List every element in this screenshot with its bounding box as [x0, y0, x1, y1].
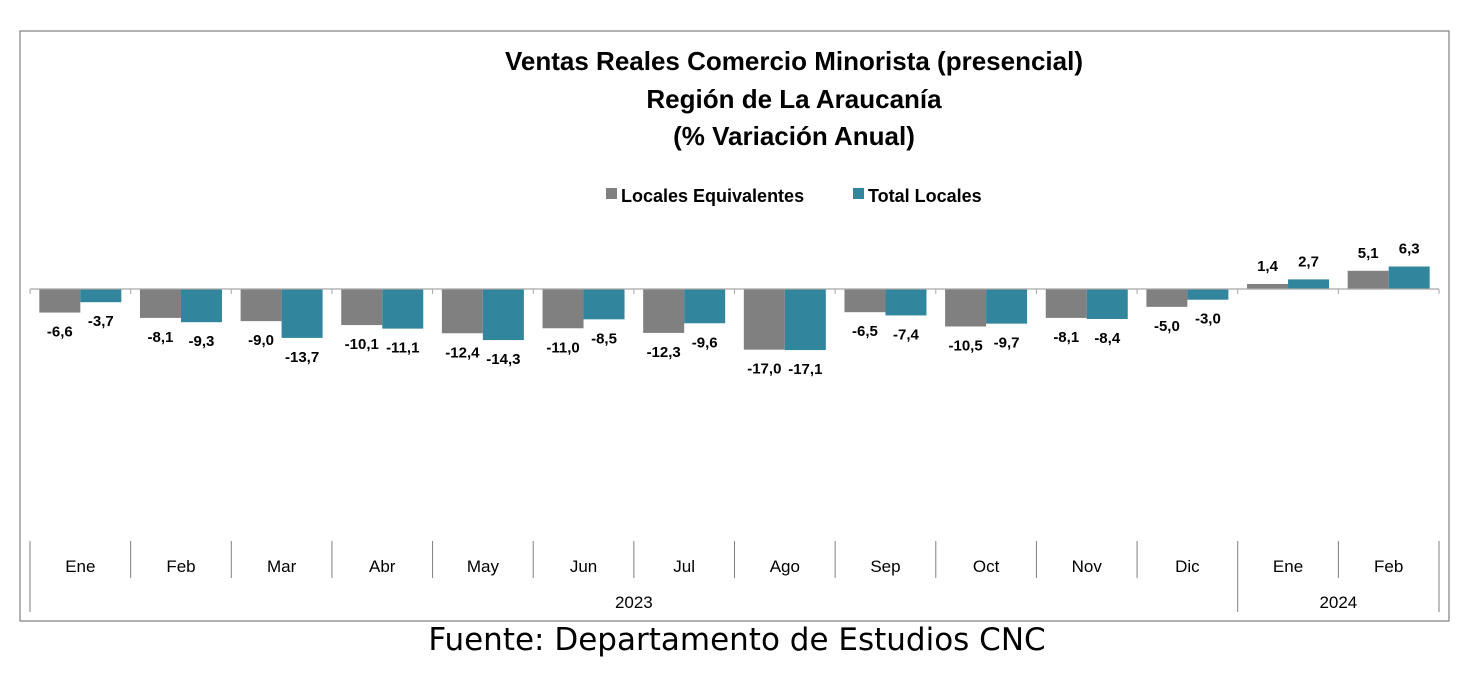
year-label-2024: 2024: [1319, 593, 1357, 612]
value-label-total-locales-13: 6,3: [1399, 241, 1420, 258]
bar-locales-equivalentes-1: [139, 289, 181, 318]
chart-title-line-3: (% Variación Anual): [673, 121, 915, 151]
bar-locales-equivalentes-13: [1347, 270, 1389, 289]
value-label-locales-equivalentes-12: 1,4: [1257, 258, 1279, 275]
month-label-7: Ago: [770, 557, 800, 576]
value-label-locales-equivalentes-0: -6,6: [47, 324, 73, 341]
bar-total-locales-9: [986, 289, 1028, 324]
month-label-10: Nov: [1072, 557, 1103, 576]
value-label-locales-equivalentes-6: -12,3: [647, 344, 681, 361]
bar-total-locales-7: [784, 289, 826, 351]
month-label-2: Mar: [267, 557, 297, 576]
bar-total-locales-4: [482, 289, 524, 341]
legend: Locales Equivalentes Total Locales: [606, 186, 982, 206]
month-label-4: May: [467, 557, 500, 576]
bar-locales-equivalentes-9: [945, 289, 987, 327]
legend-label-total-locales: Total Locales: [868, 186, 982, 206]
legend-swatch-locales-equivalentes: [606, 188, 617, 199]
source-note: Fuente: Departamento de Estudios CNC: [428, 622, 1046, 658]
value-label-locales-equivalentes-11: -5,0: [1154, 318, 1180, 335]
value-label-locales-equivalentes-2: -9,0: [248, 332, 274, 349]
bar-locales-equivalentes-11: [1146, 289, 1188, 307]
bar-total-locales-2: [281, 289, 323, 338]
month-label-13: Feb: [1374, 557, 1403, 576]
month-label-11: Dic: [1175, 557, 1200, 576]
value-label-total-locales-3: -11,1: [386, 340, 419, 357]
legend-label-locales-equivalentes: Locales Equivalentes: [621, 186, 804, 206]
month-label-8: Sep: [870, 557, 900, 576]
bar-locales-equivalentes-10: [1045, 289, 1087, 318]
value-label-total-locales-11: -3,0: [1195, 311, 1221, 328]
value-label-total-locales-5: -8,5: [591, 330, 617, 347]
value-label-total-locales-0: -3,7: [88, 313, 114, 330]
value-label-total-locales-7: -17,1: [788, 361, 822, 378]
bar-total-locales-0: [80, 289, 122, 303]
legend-swatch-total-locales: [853, 188, 864, 199]
bar-total-locales-13: [1388, 266, 1430, 289]
data-labels-layer: -6,6 -3,7 -8,1 -9,3 -9,0 -13,7 -10,1 -11,1 -12,4…: [47, 241, 1420, 379]
value-label-total-locales-2: -13,7: [285, 349, 319, 366]
chart-border: [19, 30, 1450, 622]
value-label-total-locales-1: -9,3: [189, 333, 215, 350]
bar-total-locales-3: [382, 289, 424, 329]
value-label-locales-equivalentes-13: 5,1: [1358, 245, 1379, 262]
month-label-3: Abr: [369, 557, 396, 576]
bar-locales-equivalentes-7: [743, 289, 785, 350]
month-label-12: Ene: [1273, 557, 1303, 576]
bar-locales-equivalentes-4: [441, 289, 483, 334]
value-label-total-locales-12: 2,7: [1298, 253, 1319, 270]
chart-title-line-2: Región de La Araucanía: [646, 84, 942, 114]
bar-locales-equivalentes-5: [542, 289, 584, 329]
month-label-1: Feb: [166, 557, 195, 576]
value-label-locales-equivalentes-5: -11,0: [546, 339, 579, 356]
bar-locales-equivalentes-0: [39, 289, 81, 313]
month-label-0: Ene: [65, 557, 95, 576]
value-label-total-locales-8: -7,4: [893, 326, 920, 343]
value-label-total-locales-9: -9,7: [994, 335, 1020, 352]
bar-total-locales-11: [1187, 289, 1229, 300]
bar-locales-equivalentes-12: [1247, 284, 1289, 289]
value-label-locales-equivalentes-9: -10,5: [949, 337, 983, 354]
chart-title-line-1: Ventas Reales Comercio Minorista (presen…: [505, 46, 1083, 76]
value-label-locales-equivalentes-3: -10,1: [345, 336, 379, 353]
bar-total-locales-6: [684, 289, 726, 324]
year-label-2023: 2023: [615, 593, 653, 612]
value-label-locales-equivalentes-7: -17,0: [747, 361, 781, 378]
value-label-total-locales-4: -14,3: [486, 351, 520, 368]
bar-total-locales-1: [180, 289, 222, 323]
value-label-locales-equivalentes-1: -8,1: [148, 329, 174, 346]
bar-locales-equivalentes-3: [341, 289, 383, 326]
value-label-locales-equivalentes-10: -8,1: [1053, 329, 1079, 346]
bar-locales-equivalentes-2: [240, 289, 282, 322]
value-label-total-locales-6: -9,6: [692, 334, 718, 351]
bar-locales-equivalentes-8: [844, 289, 886, 313]
bar-total-locales-10: [1086, 289, 1128, 319]
month-label-6: Jul: [673, 557, 695, 576]
bar-total-locales-12: [1288, 279, 1330, 289]
x-axis: Ene Feb Mar Abr May Jun Jul Ago Sep Oct Nov Dic Ene F…: [29, 288, 1440, 612]
month-label-9: Oct: [973, 557, 1000, 576]
value-label-locales-equivalentes-4: -12,4: [445, 344, 480, 361]
bar-total-locales-5: [583, 289, 625, 320]
value-label-total-locales-10: -8,4: [1094, 330, 1121, 347]
bar-locales-equivalentes-6: [643, 289, 685, 333]
bar-total-locales-8: [885, 289, 927, 316]
bars-layer: [39, 266, 1430, 351]
value-label-locales-equivalentes-8: -6,5: [852, 323, 878, 340]
month-label-5: Jun: [570, 557, 597, 576]
